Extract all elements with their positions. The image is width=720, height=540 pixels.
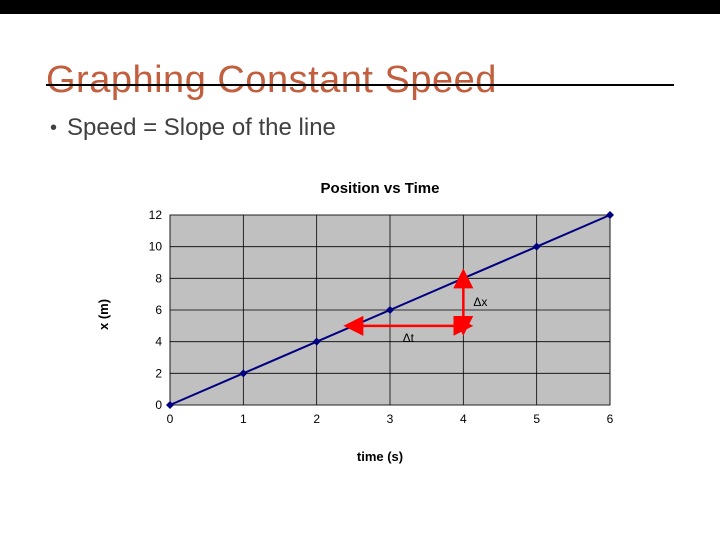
x-tick-label: 5 — [533, 412, 540, 426]
y-tick-label: 4 — [155, 335, 162, 349]
bullet-line: • Speed = Slope of the line — [50, 114, 336, 142]
x-tick-label: 6 — [607, 412, 614, 426]
title-underline — [46, 84, 674, 86]
top-black-bar — [0, 0, 720, 14]
y-axis-label: x (m) — [96, 299, 111, 330]
y-tick-label: 0 — [155, 398, 162, 412]
x-tick-label: 3 — [387, 412, 394, 426]
x-tick-label: 0 — [167, 412, 174, 426]
x-axis-label: time (s) — [100, 449, 660, 464]
x-tick-label: 4 — [460, 412, 467, 426]
delta-t-label: Δt — [403, 331, 415, 345]
chart-title: Position vs Time — [100, 180, 660, 197]
y-tick-label: 10 — [149, 240, 163, 254]
chart-container: Position vs Time x (m) 0246810120123456Δ… — [100, 180, 660, 500]
x-tick-label: 1 — [240, 412, 247, 426]
x-tick-label: 2 — [313, 412, 320, 426]
slide-title: Graphing Constant Speed — [46, 59, 497, 102]
y-tick-label: 12 — [149, 208, 163, 222]
bullet-text: Speed = Slope of the line — [67, 114, 336, 141]
chart-svg: 0246810120123456ΔtΔx — [100, 205, 660, 445]
y-tick-label: 6 — [155, 303, 162, 317]
y-tick-label: 8 — [155, 271, 162, 285]
y-tick-label: 2 — [155, 366, 162, 380]
delta-x-label: Δx — [473, 295, 487, 309]
bullet-dot-icon: • — [50, 117, 57, 140]
